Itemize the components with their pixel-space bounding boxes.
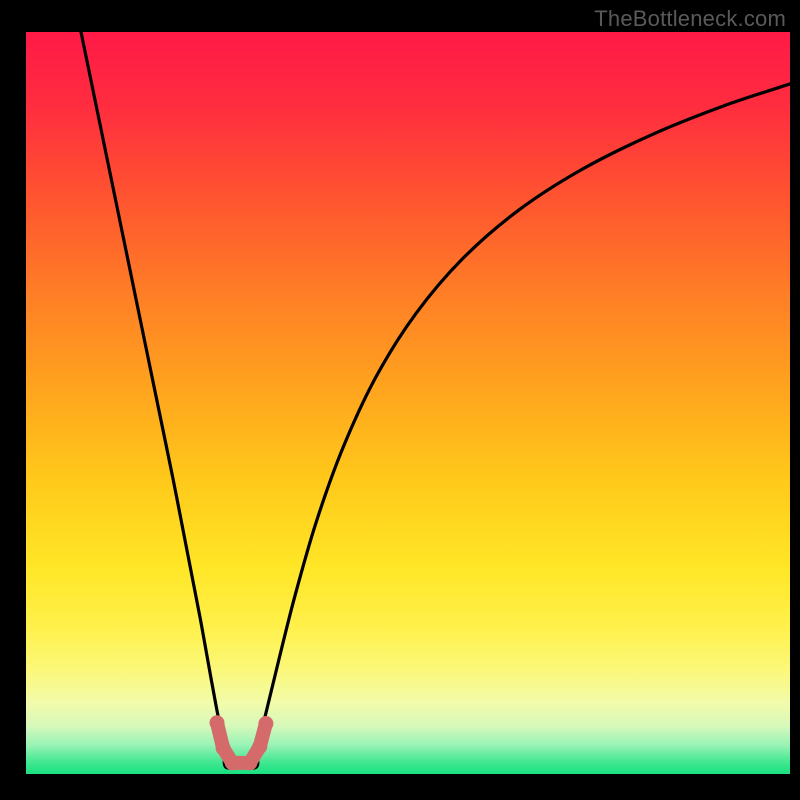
gradient-background: [26, 32, 790, 774]
plot-area: [26, 32, 790, 774]
